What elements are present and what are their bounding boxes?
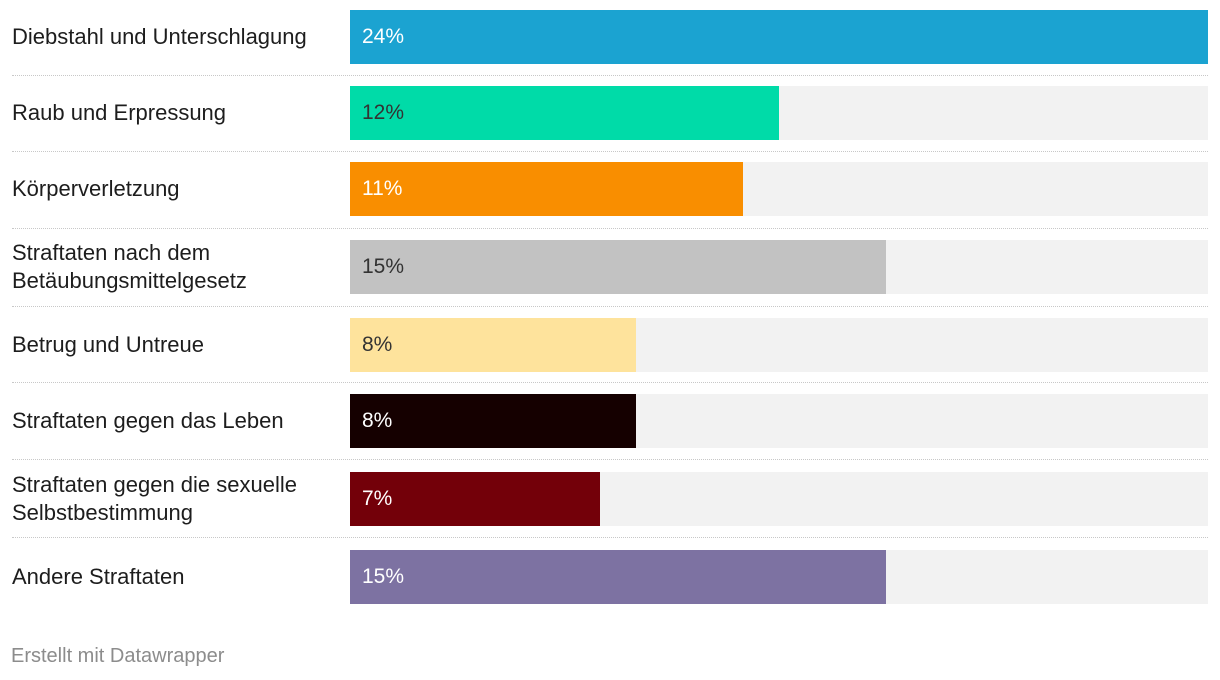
bar-chart: Diebstahl und Unterschlagung 24% Raub und … — [12, 10, 1208, 604]
bar-row: Andere Straftaten 15% — [12, 550, 1208, 604]
row-separator — [12, 382, 1208, 383]
bar-value-label: 11% — [362, 177, 403, 200]
bar-value-label: 8% — [362, 333, 393, 356]
bar-track: 12% — [350, 86, 1208, 140]
bar-value-label: 7% — [362, 487, 393, 510]
bar-row: Diebstahl und Unterschlagung 24% — [12, 10, 1208, 64]
bar — [350, 550, 886, 604]
bar-track: 8% — [350, 394, 1208, 448]
row-separator — [12, 459, 1208, 460]
category-label: Körperverletzung — [12, 176, 180, 201]
row-separator — [12, 151, 1208, 152]
bar-track: 7% — [350, 472, 1208, 526]
category-label: Diebstahl und Unterschlagung — [12, 24, 307, 49]
bar — [350, 394, 636, 448]
bar-row: Körperverletzung 11% — [12, 162, 1208, 216]
category-label: Straftaten gegen das Leben — [12, 408, 284, 433]
bar-value-label: 8% — [362, 409, 393, 432]
category-label: Straftaten gegen die sexuelle Selbstbest… — [12, 472, 297, 525]
category-label: Straftaten nach dem Betäubungsmittelgese… — [12, 240, 247, 293]
bar-value-label: 15% — [362, 565, 405, 588]
bar-track: 8% — [350, 318, 1208, 372]
bar — [350, 162, 743, 216]
bar-track: 15% — [350, 240, 1208, 294]
bar-row: Straftaten nach dem Betäubungsmittelgese… — [12, 240, 1208, 294]
bar — [350, 10, 1208, 64]
bar — [350, 86, 779, 140]
category-label: Raub und Erpressung — [12, 100, 227, 125]
bar-row: Straftaten gegen das Leben 8% — [12, 394, 1208, 448]
category-label: Andere Straftaten — [12, 564, 185, 589]
row-separator — [12, 306, 1208, 307]
bar-value-label: 12% — [362, 101, 405, 124]
row-separator — [12, 228, 1208, 229]
bar-row: Raub und Erpressung 12% — [12, 86, 1208, 140]
bar-value-label: 24% — [362, 25, 405, 48]
bar — [350, 472, 600, 526]
bar-row: Straftaten gegen die sexuelle Selbstbest… — [12, 472, 1208, 526]
bar — [350, 318, 636, 372]
bar-row: Betrug und Untreue 8% — [12, 318, 1208, 372]
category-label: Betrug und Untreue — [12, 332, 205, 357]
bar-track: 11% — [350, 162, 1208, 216]
bar-value-label: 15% — [362, 255, 405, 278]
bar-track: 24% — [350, 10, 1208, 64]
row-separator — [12, 75, 1208, 76]
bar — [350, 240, 886, 294]
credit-footer: Erstellt mit Datawrapper — [11, 645, 225, 667]
bar-track: 15% — [350, 550, 1208, 604]
row-separator — [12, 537, 1208, 538]
